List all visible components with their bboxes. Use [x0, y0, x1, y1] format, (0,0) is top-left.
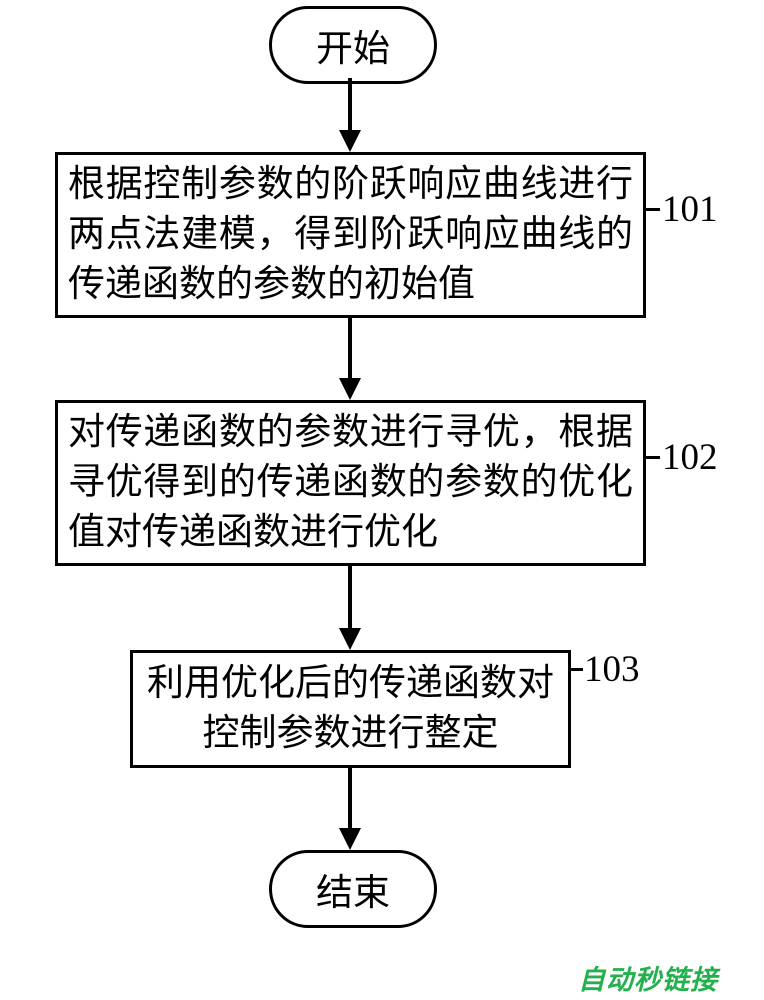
- start-node: 开始: [269, 6, 437, 84]
- arrow-3-line: [348, 566, 352, 630]
- start-label: 开始: [316, 18, 390, 72]
- arrow-4-head: [339, 828, 361, 850]
- watermark: 自动秒链接: [578, 958, 718, 997]
- step-103: 利用优化后的传递函数对控制参数进行整定: [130, 650, 571, 768]
- label-103: 103: [584, 648, 640, 691]
- label-101: 101: [662, 188, 718, 231]
- leader-102: [646, 456, 660, 459]
- step-102: 对传递函数的参数进行寻优，根据寻优得到的传递函数的参数的优化值对传递函数进行优化: [55, 400, 646, 566]
- arrow-1-line: [348, 78, 352, 132]
- flowchart-canvas: 开始 根据控制参数的阶跃响应曲线进行两点法建模，得到阶跃响应曲线的传递函数的参数…: [0, 0, 764, 1000]
- step-103-text: 利用优化后的传递函数对控制参数进行整定: [143, 659, 558, 759]
- arrow-2-head: [339, 378, 361, 400]
- step-101: 根据控制参数的阶跃响应曲线进行两点法建模，得到阶跃响应曲线的传递函数的参数的初始…: [55, 152, 646, 318]
- arrow-3-head: [339, 628, 361, 650]
- arrow-4-line: [348, 768, 352, 830]
- leader-101: [646, 208, 660, 211]
- label-102: 102: [662, 436, 718, 479]
- end-node: 结束: [269, 850, 437, 928]
- step-101-text: 根据控制参数的阶跃响应曲线进行两点法建模，得到阶跃响应曲线的传递函数的参数的初始…: [68, 160, 633, 310]
- leader-103: [571, 668, 583, 671]
- arrow-1-head: [339, 130, 361, 152]
- arrow-2-line: [348, 318, 352, 380]
- step-102-text: 对传递函数的参数进行寻优，根据寻优得到的传递函数的参数的优化值对传递函数进行优化: [68, 408, 633, 558]
- end-label: 结束: [316, 862, 390, 916]
